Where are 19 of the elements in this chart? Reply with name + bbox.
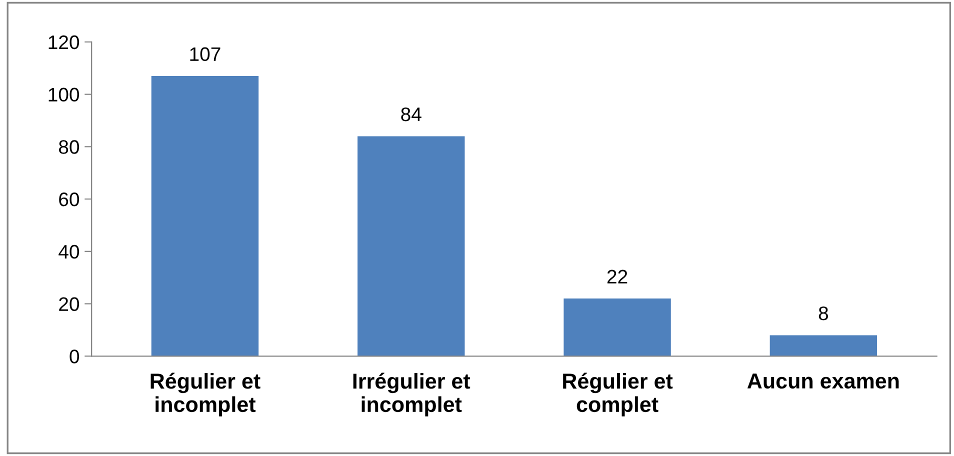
data-label: 84 (401, 107, 422, 122)
y-tick-label: 80 (58, 140, 80, 154)
y-tick-label: 40 (58, 244, 80, 259)
bar (564, 298, 671, 356)
y-tick-label: 20 (59, 297, 80, 312)
data-label: 107 (190, 47, 220, 62)
x-tick-label: Irrégulier et incomplet (353, 372, 470, 416)
x-tick-label: Régulier et complet (563, 372, 673, 416)
y-tick-label: 120 (48, 35, 80, 50)
bar (151, 76, 259, 356)
data-label: 22 (607, 270, 628, 284)
y-tick-label: 60 (59, 192, 80, 206)
y-tick-label: 100 (48, 88, 80, 102)
bar (358, 136, 465, 356)
y-tick-label: 0 (70, 350, 80, 364)
x-tick-label: Aucun examen (747, 374, 899, 389)
bar (770, 335, 878, 356)
data-label: 8 (818, 306, 828, 320)
x-tick-label: Régulier et incomplet (150, 372, 260, 416)
